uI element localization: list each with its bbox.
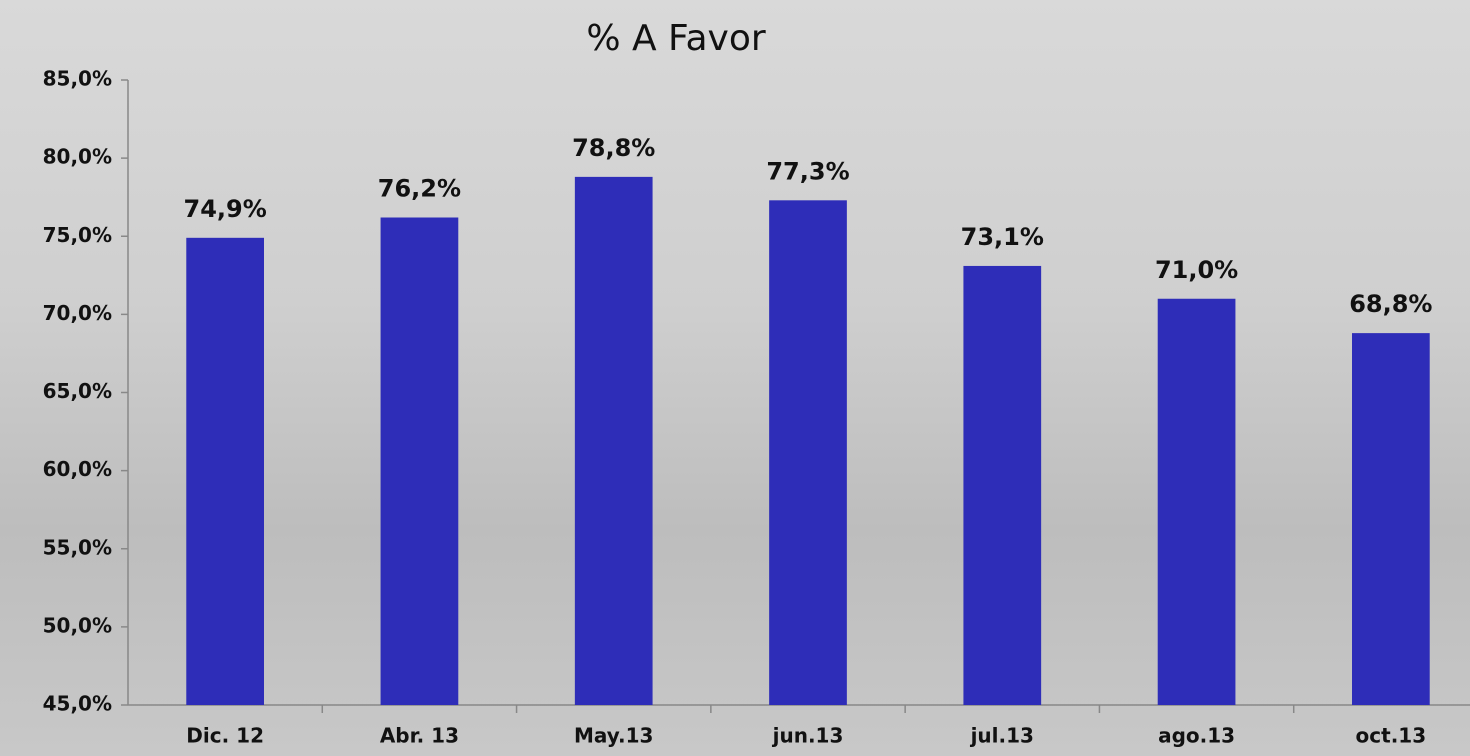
x-tick-label: Abr. 13 (380, 724, 459, 748)
x-tick-label: jul.13 (970, 724, 1034, 748)
value-label: 74,9% (184, 195, 267, 223)
chart: % A Favor 45,0% 50,0% 55,0% 60,0% 65,0% 70,0%… (0, 0, 1470, 756)
y-tick-label: 50,0% (43, 613, 112, 637)
y-tick-label: 60,0% (43, 457, 112, 481)
y-tick-label: 45,0% (43, 692, 112, 716)
value-label: 77,3% (766, 157, 849, 185)
value-label: 73,1% (961, 223, 1044, 251)
y-tick-label: 55,0% (43, 535, 112, 559)
value-label: 68,8% (1349, 290, 1432, 318)
x-tick-label: oct.13 (1356, 724, 1427, 748)
value-label: 71,0% (1155, 256, 1238, 284)
x-tick-label: May.13 (574, 724, 653, 748)
y-tick-label: 70,0% (43, 301, 112, 325)
bar (575, 177, 653, 705)
bar (769, 200, 847, 705)
bar (1158, 299, 1236, 705)
chart-title: % A Favor (586, 18, 766, 59)
x-tick-label: Dic. 12 (186, 724, 264, 748)
bar (1352, 333, 1430, 705)
bar (963, 266, 1041, 705)
value-label: 78,8% (572, 134, 655, 162)
y-tick-label: 75,0% (43, 223, 112, 247)
bar (381, 218, 459, 706)
bar (186, 238, 264, 705)
x-tick-label: ago.13 (1158, 724, 1235, 748)
y-tick-label: 80,0% (43, 145, 112, 169)
value-label: 76,2% (378, 175, 461, 203)
y-tick-label: 65,0% (43, 379, 112, 403)
y-tick-label: 85,0% (43, 67, 112, 91)
x-tick-label: jun.13 (772, 724, 844, 748)
